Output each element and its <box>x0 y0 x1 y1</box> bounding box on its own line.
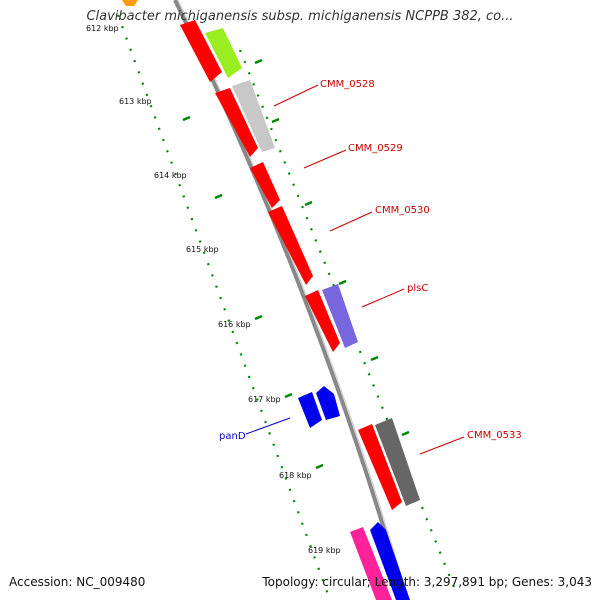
backbone <box>173 0 407 601</box>
ruler-ticks <box>182 58 410 470</box>
gene-label-cmm-0528[interactable]: CMM_0528 <box>320 79 375 90</box>
gene-cmm-0528[interactable] <box>232 80 275 152</box>
accession-text: Accession: NC_009480 <box>9 575 146 589</box>
gene-red-4[interactable] <box>358 424 402 510</box>
gene-pand-right[interactable] <box>316 386 340 420</box>
tick-label: 618 kbp <box>279 471 312 480</box>
outer-dotted-ruler <box>238 49 457 591</box>
gene-plsc[interactable] <box>322 284 358 348</box>
tick-label: 613 kbp <box>119 97 152 106</box>
gene-lime[interactable] <box>205 28 242 78</box>
gene-magenta[interactable] <box>350 527 392 600</box>
gene-label-cmm-0529[interactable]: CMM_0529 <box>348 143 403 154</box>
gene-cmm-0530[interactable] <box>268 206 313 285</box>
gene-labels: CMM_0528 CMM_0529 CMM_0530 plsC CMM_0533… <box>219 79 522 442</box>
gene-label-pand[interactable]: panD <box>219 431 246 442</box>
gene-label-cmm-0533[interactable]: CMM_0533 <box>467 430 522 441</box>
gene-label-cmm-0530[interactable]: CMM_0530 <box>375 205 430 216</box>
backbone-highlight <box>177 0 409 601</box>
tick-label: 612 kbp <box>86 24 119 33</box>
genome-summary: Topology: circular; Length: 3,297,891 bp… <box>262 575 592 589</box>
gene-features <box>122 0 420 600</box>
tick-label: 617 kbp <box>248 395 281 404</box>
gene-label-plsc[interactable]: plsC <box>407 283 428 294</box>
tick-label: 616 kbp <box>218 320 251 329</box>
tick-label: 619 kbp <box>308 546 341 555</box>
gene-cmm-0533[interactable] <box>375 418 420 506</box>
gene-pand-left[interactable] <box>298 392 322 428</box>
gene-red-1[interactable] <box>180 20 222 82</box>
tick-label: 615 kbp <box>186 245 219 254</box>
tick-labels: 612 kbp 613 kbp 614 kbp 615 kbp 616 kbp … <box>86 24 341 555</box>
gene-red-3[interactable] <box>305 290 340 352</box>
leader-lines <box>245 84 465 455</box>
gene-blue-bottom[interactable] <box>370 522 410 600</box>
map-title: Clavibacter michiganensis subsp. michiga… <box>86 9 514 24</box>
gene-cmm-0529[interactable] <box>250 162 280 208</box>
gene-red-2[interactable] <box>215 88 258 157</box>
gene-top-orange[interactable] <box>122 0 138 6</box>
tick-label: 614 kbp <box>154 171 187 180</box>
